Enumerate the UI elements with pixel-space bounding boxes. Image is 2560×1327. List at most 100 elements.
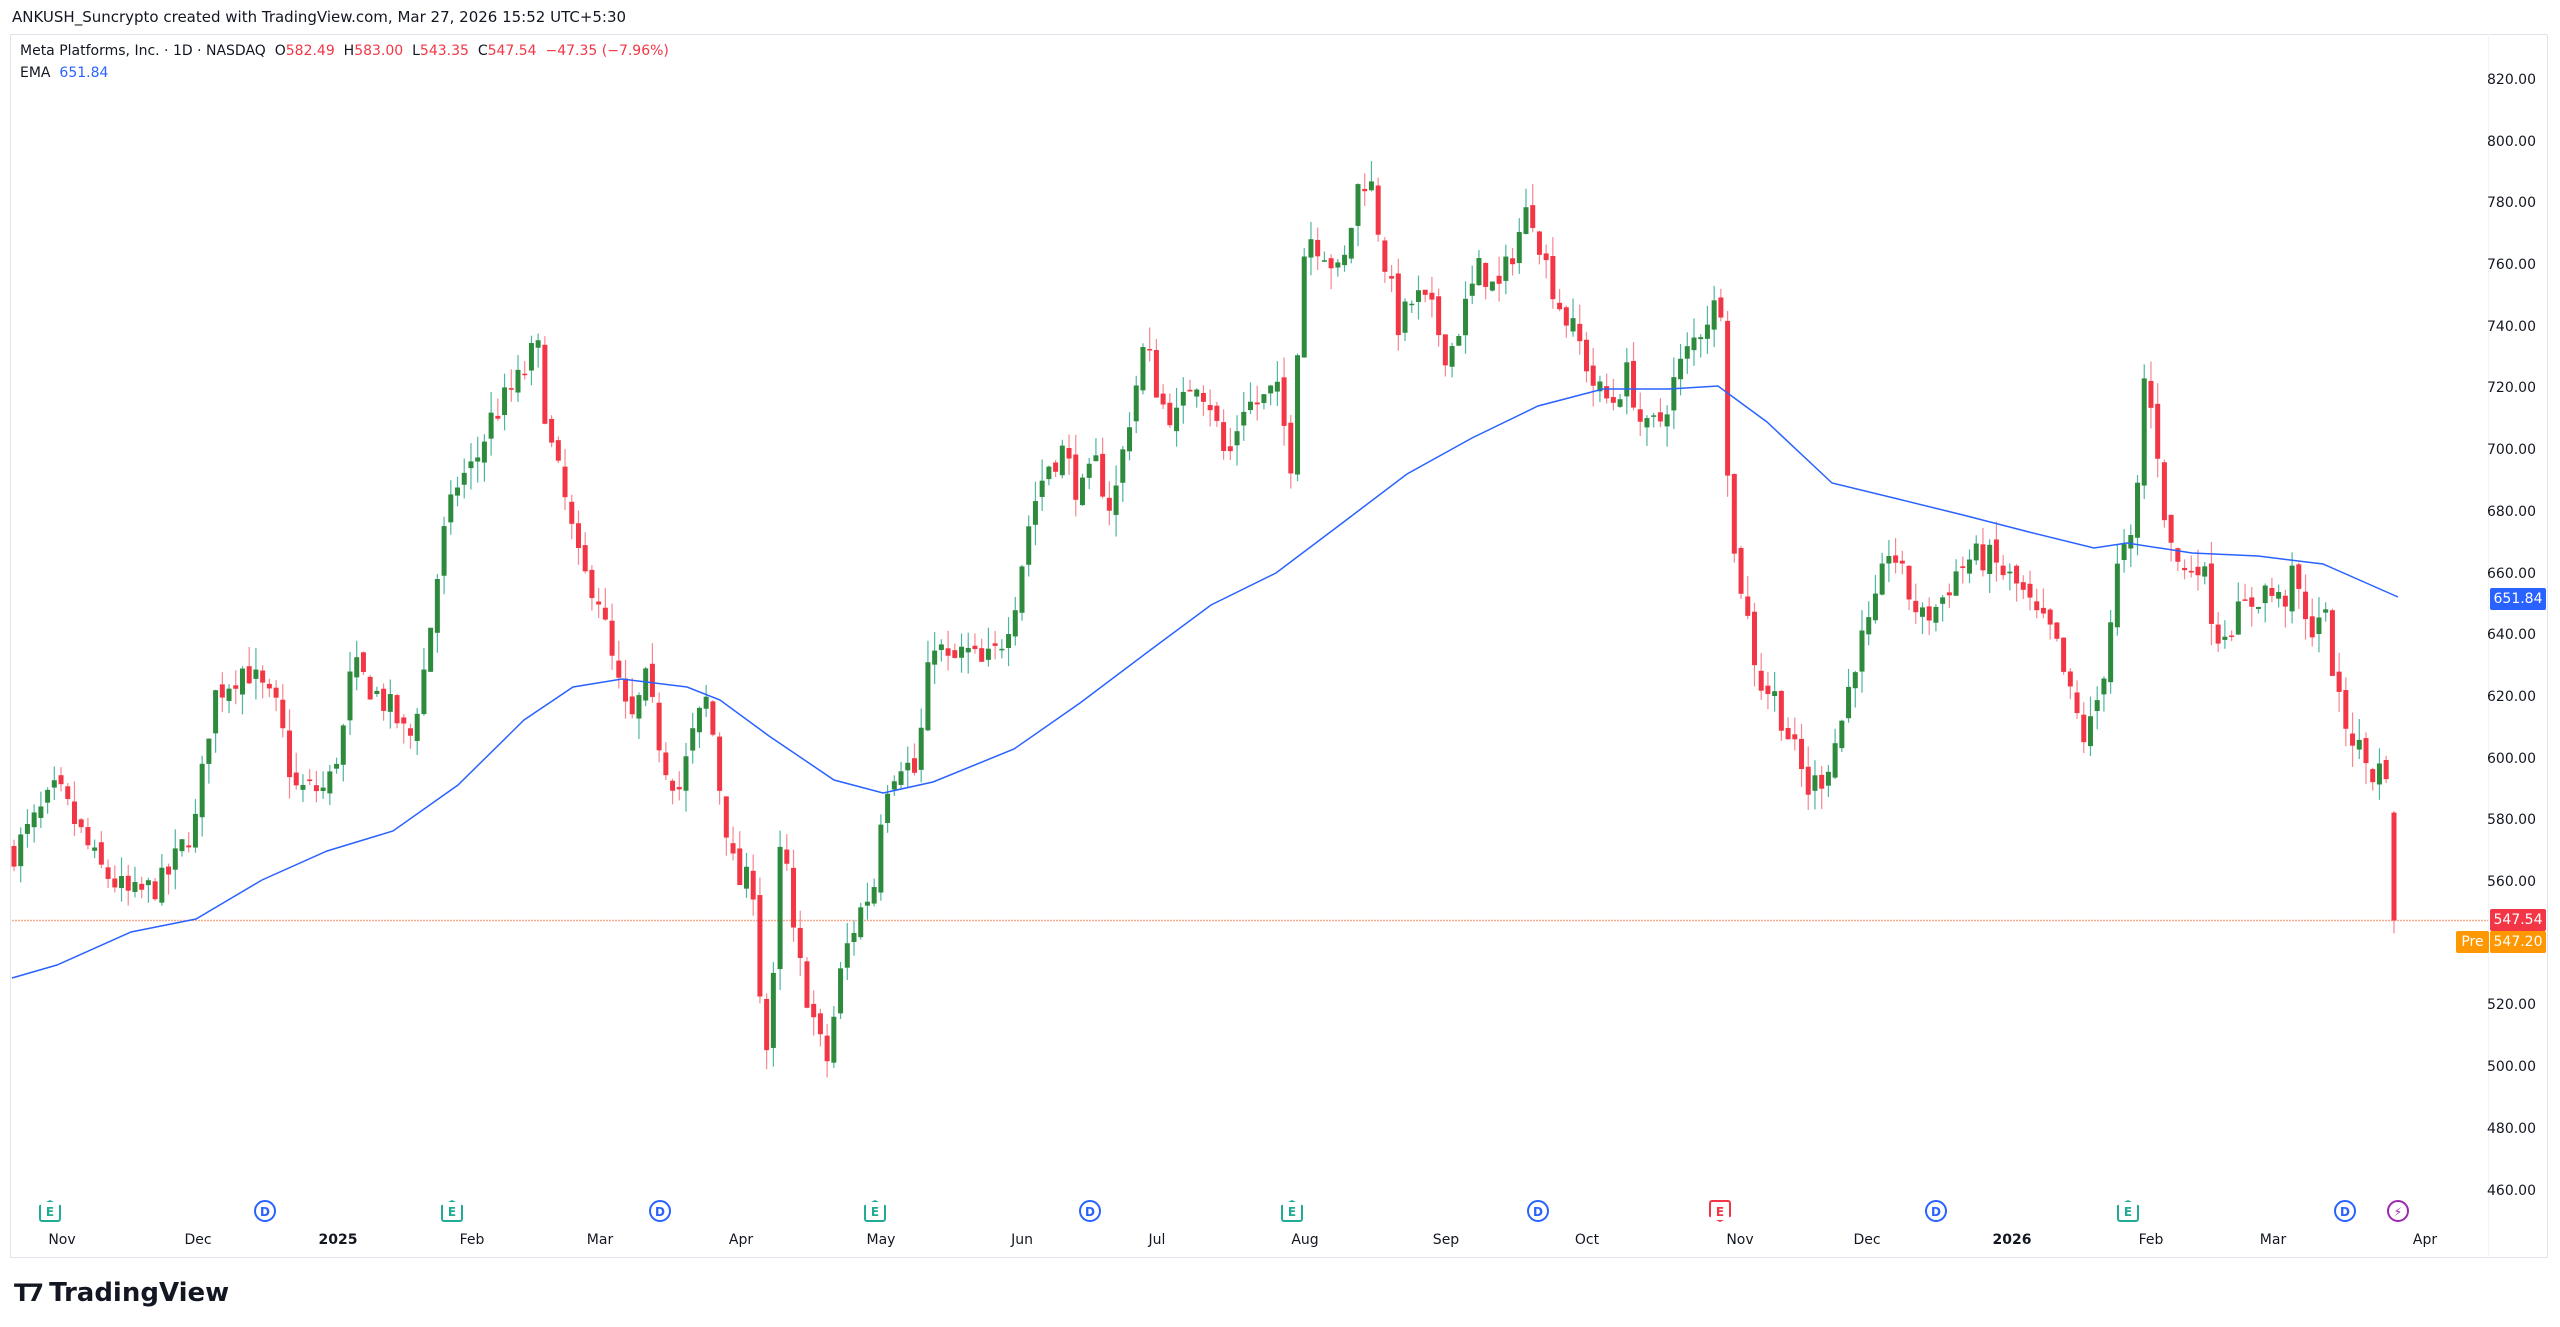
dividend-event-icon[interactable]: D: [1527, 1200, 1549, 1222]
candle-body: [71, 801, 77, 825]
dividend-event-icon[interactable]: D: [254, 1200, 276, 1222]
candle-body: [502, 387, 508, 415]
candle-body: [985, 648, 991, 660]
candle-body: [885, 793, 891, 823]
candle-body: [1288, 422, 1294, 474]
tradingview-logo[interactable]: T7 TradingView: [14, 1278, 229, 1308]
candle-body: [528, 343, 534, 371]
candle-body: [1261, 394, 1267, 404]
earnings-event-icon[interactable]: E: [1281, 1200, 1303, 1222]
candle-body: [1563, 307, 1569, 326]
earnings-event-icon[interactable]: E: [864, 1200, 886, 1222]
candle-body: [562, 466, 568, 498]
ema-row[interactable]: EMA 651.84: [20, 62, 669, 84]
candle-body: [1214, 405, 1220, 421]
candle-body: [1792, 734, 1798, 740]
candle-body: [710, 701, 716, 735]
candle-body: [1570, 318, 1576, 332]
candle-body: [2296, 564, 2302, 589]
candle-body: [918, 727, 924, 770]
close-label: C: [477, 43, 488, 59]
candle-body: [569, 501, 575, 524]
candle-body: [186, 845, 192, 848]
spark-event-icon[interactable]: ⚡: [2387, 1200, 2409, 1222]
candle-body: [1577, 323, 1583, 342]
candle-body: [717, 736, 723, 791]
candle-body: [266, 683, 272, 689]
candle-body: [2040, 607, 2046, 614]
candle-body: [2108, 622, 2114, 683]
dividend-event-icon[interactable]: D: [2334, 1200, 2356, 1222]
candle-body: [387, 694, 393, 712]
price-axis-label: 500.00: [2487, 1059, 2536, 1076]
candle-body: [1637, 409, 1643, 422]
candle-body: [535, 340, 541, 348]
candle-body: [1852, 672, 1858, 689]
candle-body: [2074, 692, 2080, 714]
candle-body: [145, 880, 151, 886]
candle-body: [1866, 617, 1872, 635]
candle-body: [273, 687, 279, 698]
time-axis-label: Jun: [1011, 1232, 1033, 1248]
earnings-event-icon[interactable]: E: [441, 1200, 463, 1222]
candle-body: [965, 647, 971, 653]
candle-body: [2155, 403, 2161, 459]
candle-body: [2081, 714, 2087, 743]
earnings-event-icon[interactable]: E: [2117, 1200, 2139, 1222]
candle-body: [2336, 671, 2342, 692]
dividend-event-icon[interactable]: D: [1925, 1200, 1947, 1222]
time-axis-label: Nov: [48, 1232, 76, 1248]
dividend-event-icon[interactable]: D: [1079, 1200, 1101, 1222]
ema-line[interactable]: [11, 385, 2399, 979]
candle-body: [2269, 587, 2275, 596]
candle-body: [643, 668, 649, 701]
candle-body: [159, 867, 165, 903]
candle-body: [320, 787, 326, 792]
candle-body: [1510, 258, 1516, 265]
candle-body: [1066, 448, 1072, 459]
earnings-event-icon[interactable]: E: [39, 1200, 61, 1222]
candle-body: [213, 690, 219, 734]
candle-body: [2014, 565, 2020, 584]
candle-body: [92, 847, 98, 851]
dividend-event-icon[interactable]: D: [649, 1200, 671, 1222]
candle-body: [441, 526, 447, 576]
candle-body: [2356, 739, 2362, 750]
candle-body: [549, 418, 555, 443]
candle-body: [2309, 616, 2315, 638]
tradingview-logo-icon: T7: [14, 1279, 44, 1307]
symbol-title[interactable]: Meta Platforms, Inc. · 1D · NASDAQ: [20, 43, 266, 59]
candle-body: [401, 717, 407, 724]
candle-body: [1825, 771, 1831, 786]
candle-body: [2020, 582, 2026, 590]
candle-body: [2000, 565, 2006, 576]
candle-body: [1174, 407, 1180, 432]
time-axis-label: Mar: [586, 1232, 614, 1248]
candle-body: [1899, 560, 1905, 564]
candle-body: [663, 752, 669, 776]
earnings-negative-event-icon[interactable]: E: [1709, 1200, 1731, 1222]
candle-body: [1557, 302, 1563, 310]
candle-body: [394, 695, 400, 724]
candle-body: [2343, 690, 2349, 729]
candle-body: [58, 775, 64, 785]
candle-body: [945, 648, 951, 656]
price-axis-label: 700.00: [2487, 442, 2536, 459]
candle-body: [313, 785, 319, 792]
candle-body: [1053, 462, 1059, 472]
candle-body: [938, 644, 944, 651]
candle-body: [354, 657, 360, 678]
candle-body: [1147, 349, 1153, 351]
candle-body: [51, 780, 57, 788]
time-axis-label: Feb: [459, 1232, 485, 1248]
close-value: 547.54: [487, 43, 537, 59]
time-axis-label: Sep: [1432, 1232, 1460, 1248]
last-candle-body: [2391, 812, 2397, 921]
candle-body: [1321, 260, 1327, 262]
candle-body: [2007, 571, 2013, 574]
candle-body: [2276, 592, 2282, 599]
candle-body: [2303, 591, 2309, 620]
candle-body: [1355, 184, 1361, 226]
candle-body: [2087, 716, 2093, 747]
